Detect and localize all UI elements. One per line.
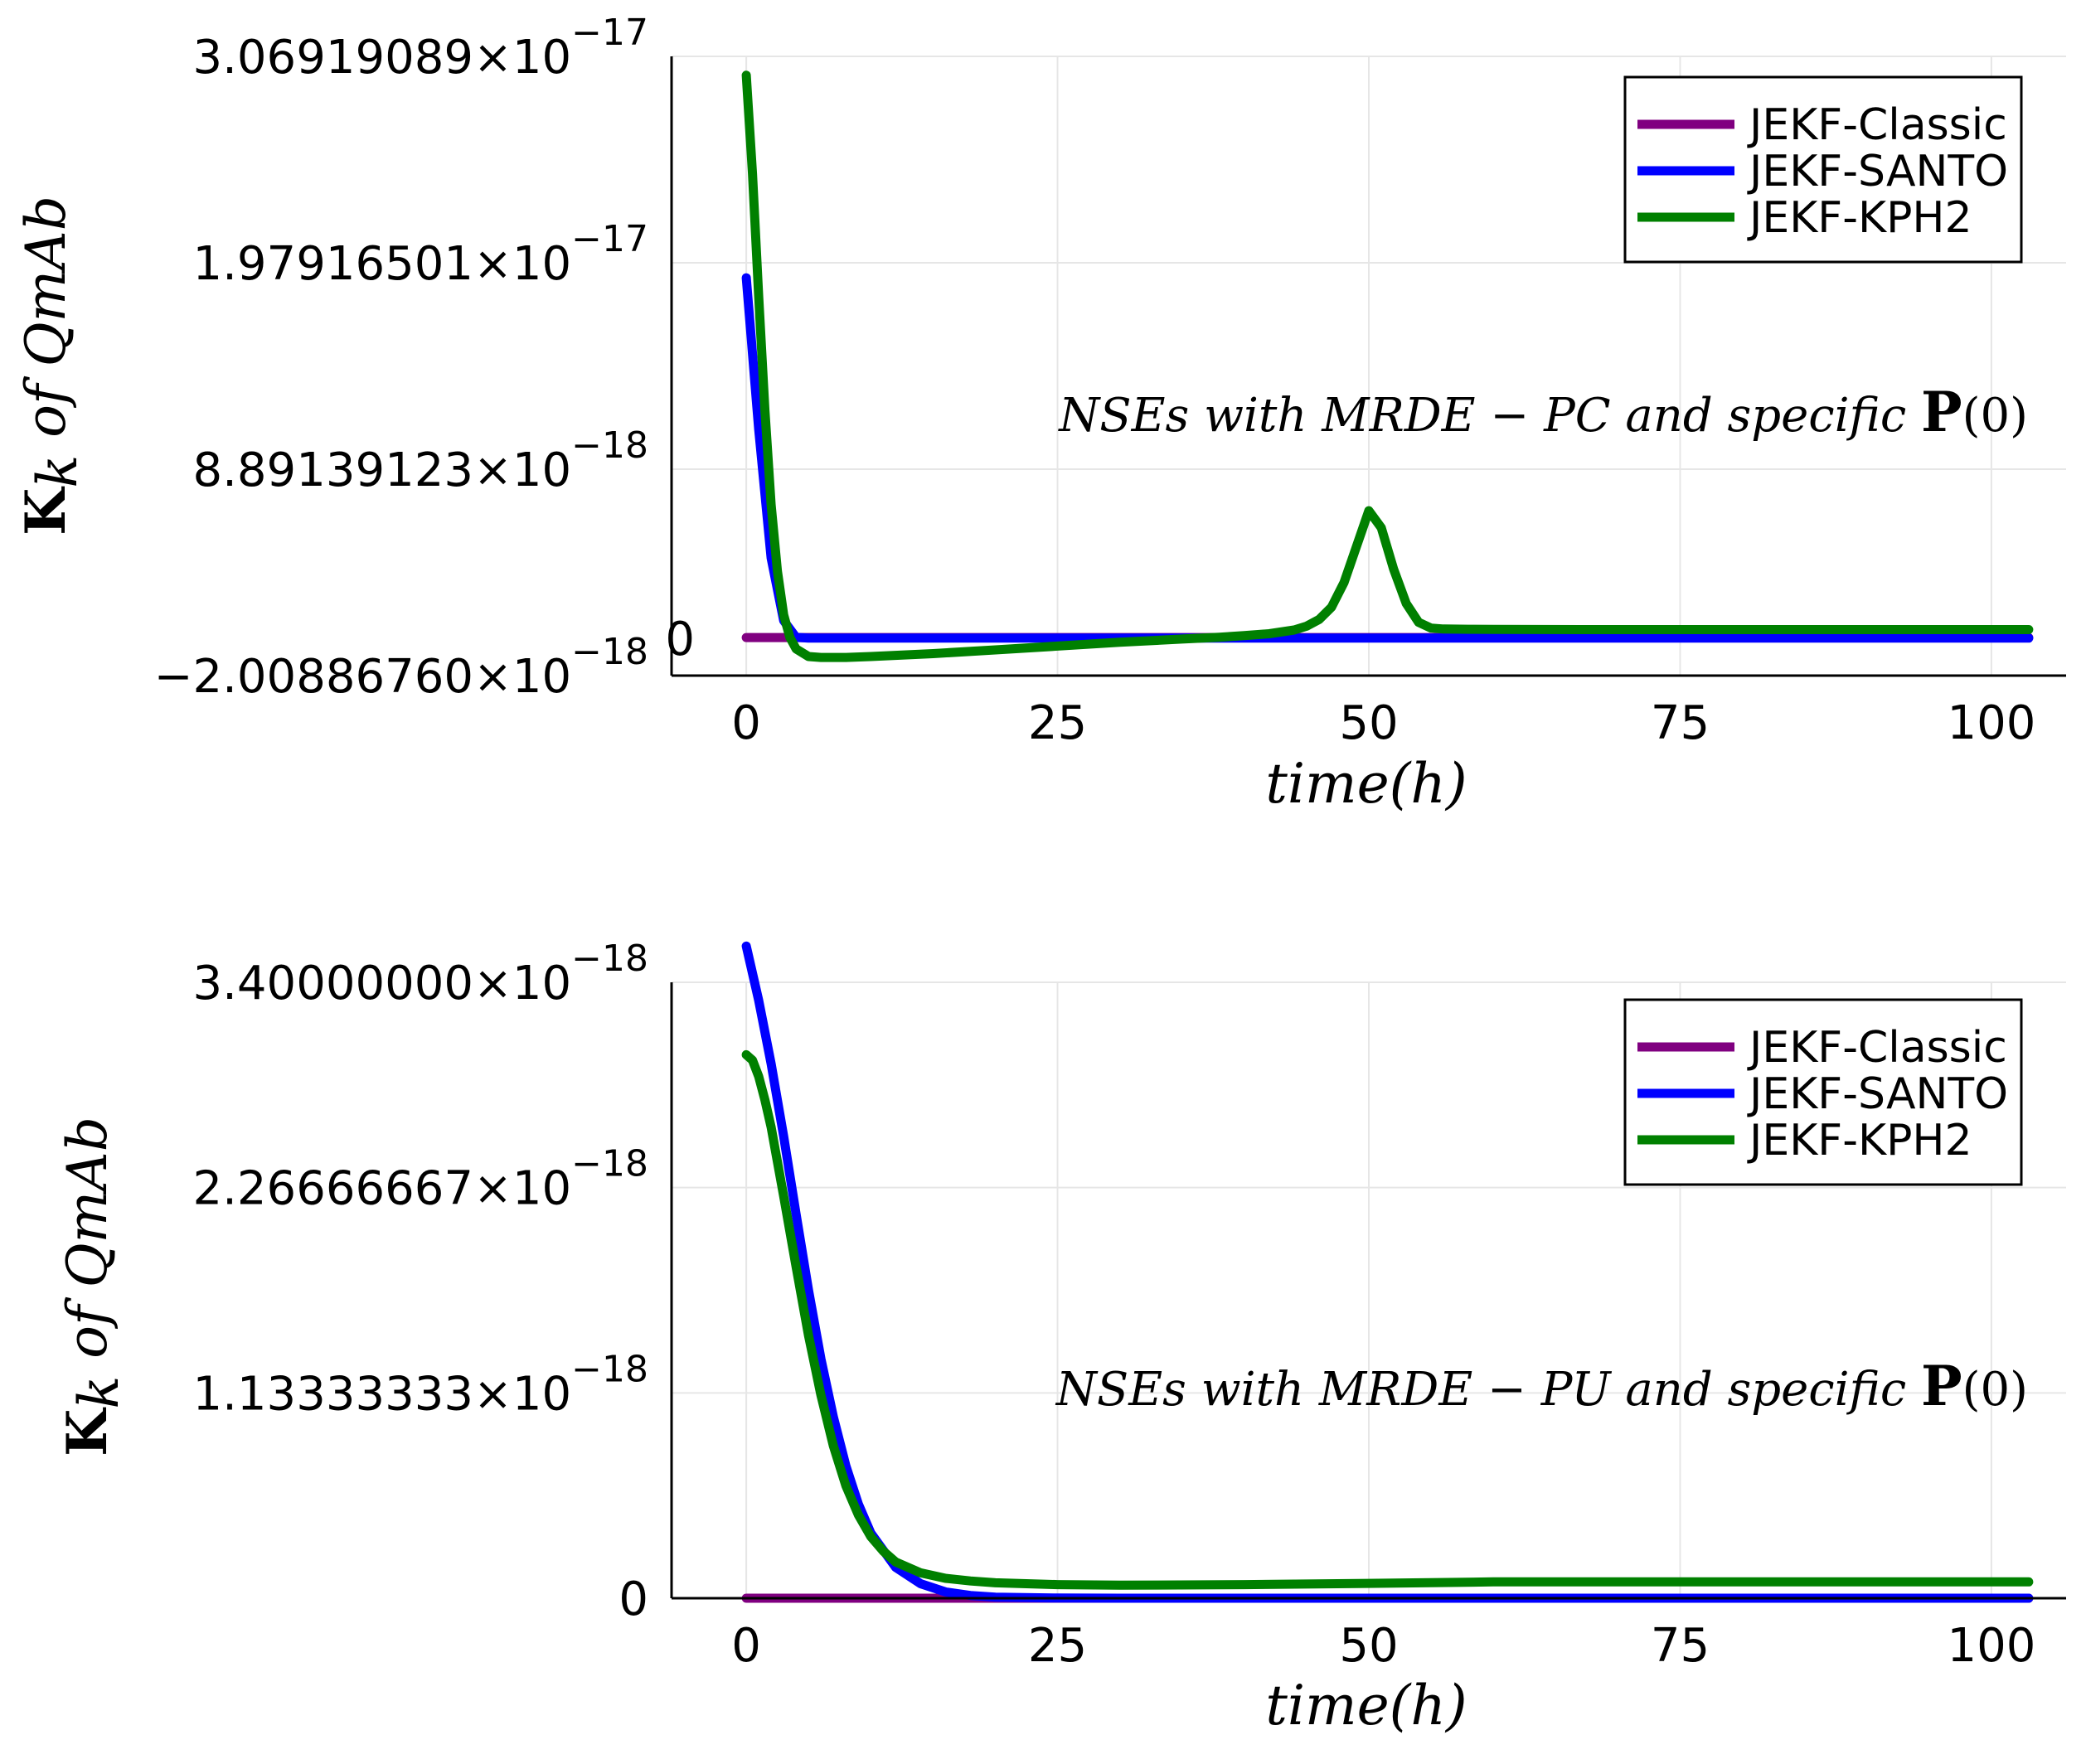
legend-label: JEKF-Classic — [1747, 1023, 2007, 1073]
y-tick-exponent: −18 — [571, 938, 648, 980]
y-tick-exponent: −18 — [571, 1348, 648, 1390]
y-axis-label-sub: k — [67, 1376, 131, 1409]
annotation-text: NSEs with MRDE − PC and specific — [1057, 389, 1921, 443]
x-tick-label: 0 — [731, 1619, 761, 1673]
x-tick-label: 50 — [1339, 1619, 1398, 1673]
x-tick-label: 75 — [1651, 1619, 1710, 1673]
x-tick-labels: 0 25 50 75 100 — [731, 696, 2035, 750]
y-tick-exponent: −17 — [571, 12, 648, 54]
y-tick-mantissa: 8.89139123×10 — [193, 443, 572, 497]
x-tick-label: 75 — [1651, 696, 1710, 750]
x-tick-label: 0 — [731, 696, 761, 750]
y-tick-mantissa: 3.06919089×10 — [193, 31, 572, 85]
x-tick-label: 25 — [1028, 696, 1087, 750]
x-tick-label: 50 — [1339, 696, 1398, 750]
y-axis-label-K: K — [13, 486, 78, 536]
y-tick-exponent: −17 — [571, 218, 648, 260]
legend-label: JEKF-KPH2 — [1747, 1116, 1972, 1166]
x-tick-label: 100 — [1947, 1619, 2035, 1673]
series-line-jekf-kph2 — [741, 1049, 2034, 1590]
legend-label: JEKF-SANTO — [1747, 1069, 2008, 1119]
y-tick-label: −2.00886760×10−18 — [154, 631, 648, 704]
x-axis-label: time(h) — [1265, 1674, 1467, 1737]
y-tick-label: 3.40000000×10−18 — [193, 938, 649, 1010]
x-tick-label: 25 — [1028, 1619, 1087, 1673]
legend-box — [1623, 998, 2023, 1186]
y-axis-label-rest: of QmAb — [56, 1117, 119, 1376]
y-tick-mantissa: −2.00886760×10 — [154, 650, 572, 704]
y-axis-label-rest: of QmAb — [14, 196, 78, 455]
y-tick-mantissa: 0 — [619, 1573, 648, 1626]
y-axis-label-sub: k — [26, 455, 90, 488]
y-tick-label: 1.97916501×10−17 — [193, 218, 649, 291]
legend-label: JEKF-SANTO — [1747, 147, 2008, 196]
y-tick-label: 8.89139123×10−18 — [193, 424, 649, 497]
y-tick-exponent: −18 — [571, 631, 648, 673]
series-line-jekf-kph2 — [741, 70, 2034, 662]
y-axis-label-K: K — [55, 1407, 119, 1456]
x-tick-label: 100 — [1947, 696, 2035, 750]
y-tick-labels: 3.06919089×10−171.97916501×10−178.891391… — [154, 12, 648, 704]
chart-annotation: NSEs with MRDE − PC and specific P(0) — [1057, 380, 2028, 444]
y-tick-label: 2.26666667×10−18 — [193, 1143, 649, 1216]
y-tick-exponent: −18 — [571, 1143, 648, 1185]
chart-panel-bottom: 0 25 50 75 100 3.40000000×10−182.26666667×10… — [55, 938, 2066, 1737]
y-tick-labels: 3.40000000×10−182.26666667×10−181.133333… — [193, 938, 649, 1626]
chart-annotation: NSEs with MRDE − PU and specific P(0) — [1055, 1354, 2028, 1418]
y-axis-label: Kk of QmAb — [55, 1117, 131, 1456]
y-tick-label: 3.06919089×10−17 — [193, 12, 649, 85]
series-layer — [741, 70, 2034, 662]
annotation-bold-P: P — [1921, 380, 1962, 444]
x-tick-labels: 0 25 50 75 100 — [731, 1619, 2035, 1673]
annotation-suffix: (0) — [1962, 389, 2028, 443]
y-tick-exponent: −18 — [571, 424, 648, 467]
y-tick-mantissa: 2.26666667×10 — [193, 1162, 572, 1216]
y-tick-mantissa: 3.40000000×10 — [193, 957, 572, 1010]
legend-label: JEKF-KPH2 — [1747, 193, 1972, 243]
annotation-suffix: (0) — [1962, 1363, 2028, 1417]
y-tick-mantissa: 1.13333333×10 — [193, 1367, 572, 1421]
chart-panel-top: 0 25 50 75 100 3.06919089×10−171.97916501×10… — [13, 12, 2066, 816]
zero-tick-label: 0 — [665, 613, 695, 666]
legend-label: JEKF-Classic — [1747, 100, 2007, 150]
series-line-jekf-santo — [741, 273, 2034, 643]
annotation-bold-P: P — [1921, 1354, 1962, 1418]
x-axis-label: time(h) — [1265, 752, 1467, 816]
y-tick-label: 1.13333333×10−18 — [193, 1348, 649, 1421]
y-tick-label: 0 — [619, 1573, 648, 1626]
y-tick-mantissa: 1.97916501×10 — [193, 237, 572, 291]
annotation-text: NSEs with MRDE − PU and specific — [1055, 1363, 1921, 1417]
y-axis-label: Kk of QmAb — [13, 196, 90, 536]
